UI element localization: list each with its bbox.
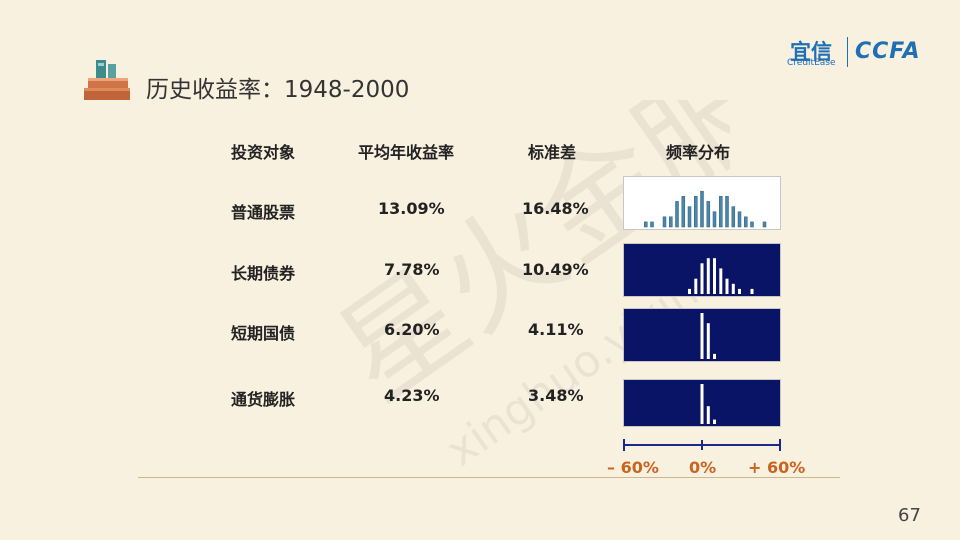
row-asset: 普通股票 <box>231 203 296 222</box>
histogram-bar <box>681 196 686 228</box>
row-std: 4.11% <box>528 320 584 339</box>
histogram-bar <box>662 216 667 228</box>
histogram-bar <box>694 278 698 294</box>
histogram-bar <box>731 283 735 294</box>
row-asset: 长期债券 <box>231 264 296 283</box>
histogram-bar <box>706 258 710 294</box>
page-title: 历史收益率：1948-2000 <box>146 77 410 103</box>
histogram-bar <box>706 323 710 359</box>
header-distribution: 频率分布 <box>666 143 731 162</box>
histogram-bar <box>725 278 729 294</box>
histogram-bar <box>650 221 654 228</box>
axis-tick-zero: 0% <box>689 458 717 477</box>
histogram-bar <box>731 206 736 228</box>
histogram-bar <box>700 313 704 359</box>
histogram-bar <box>713 353 716 359</box>
row-mean: 6.20% <box>384 320 440 339</box>
histogram-bar <box>706 406 710 424</box>
header-mean: 平均年收益率 <box>358 143 455 162</box>
header-std: 标准差 <box>528 143 577 162</box>
histogram-bar <box>737 211 742 228</box>
histogram-bar <box>713 258 716 294</box>
histogram-bar <box>706 201 711 228</box>
histogram-bar <box>687 206 692 228</box>
row-std: 3.48% <box>528 386 584 405</box>
logo-divider <box>847 37 848 67</box>
footer-divider <box>138 477 840 478</box>
row-mean: 7.78% <box>384 260 440 279</box>
histogram-bar <box>688 288 691 294</box>
axis-tick-max: + 60% <box>748 458 806 477</box>
histogram-bar <box>750 288 754 294</box>
distribution-axis <box>623 439 781 451</box>
histogram-bar <box>700 263 704 294</box>
histogram-bar <box>738 288 741 294</box>
books-icon <box>84 60 130 100</box>
row-mean: 13.09% <box>378 199 445 218</box>
histogram-long-bonds <box>623 243 781 297</box>
histogram-bar <box>700 384 704 424</box>
histogram-inflation <box>623 379 781 427</box>
logo-creditease-cn: 宜信 <box>790 40 832 64</box>
histogram-stocks <box>623 176 781 230</box>
row-std: 16.48% <box>522 199 589 218</box>
histogram-bar <box>675 201 679 228</box>
histogram-bar <box>719 268 723 294</box>
histogram-bar <box>762 221 767 228</box>
histogram-bar <box>750 221 754 228</box>
histogram-bar <box>700 190 704 228</box>
histogram-tbills <box>623 308 781 362</box>
histogram-bar <box>744 216 748 228</box>
row-std: 10.49% <box>522 260 589 279</box>
row-asset: 短期国债 <box>231 324 296 343</box>
axis-tick-min: – 60% <box>607 458 659 477</box>
logo-creditease-en: CreditEase <box>787 58 836 68</box>
histogram-bar <box>644 221 648 228</box>
histogram-bar <box>694 196 698 228</box>
row-mean: 4.23% <box>384 386 440 405</box>
histogram-bar <box>712 211 717 228</box>
histogram-bar <box>719 196 723 228</box>
histogram-bar <box>725 196 729 228</box>
histogram-bar <box>713 419 716 424</box>
page-number: 67 <box>898 505 921 526</box>
row-asset: 通货膨胀 <box>231 390 296 409</box>
histogram-bar <box>669 216 673 228</box>
logo-ccfa: CCFA <box>855 39 921 64</box>
header-asset: 投资对象 <box>231 143 296 162</box>
